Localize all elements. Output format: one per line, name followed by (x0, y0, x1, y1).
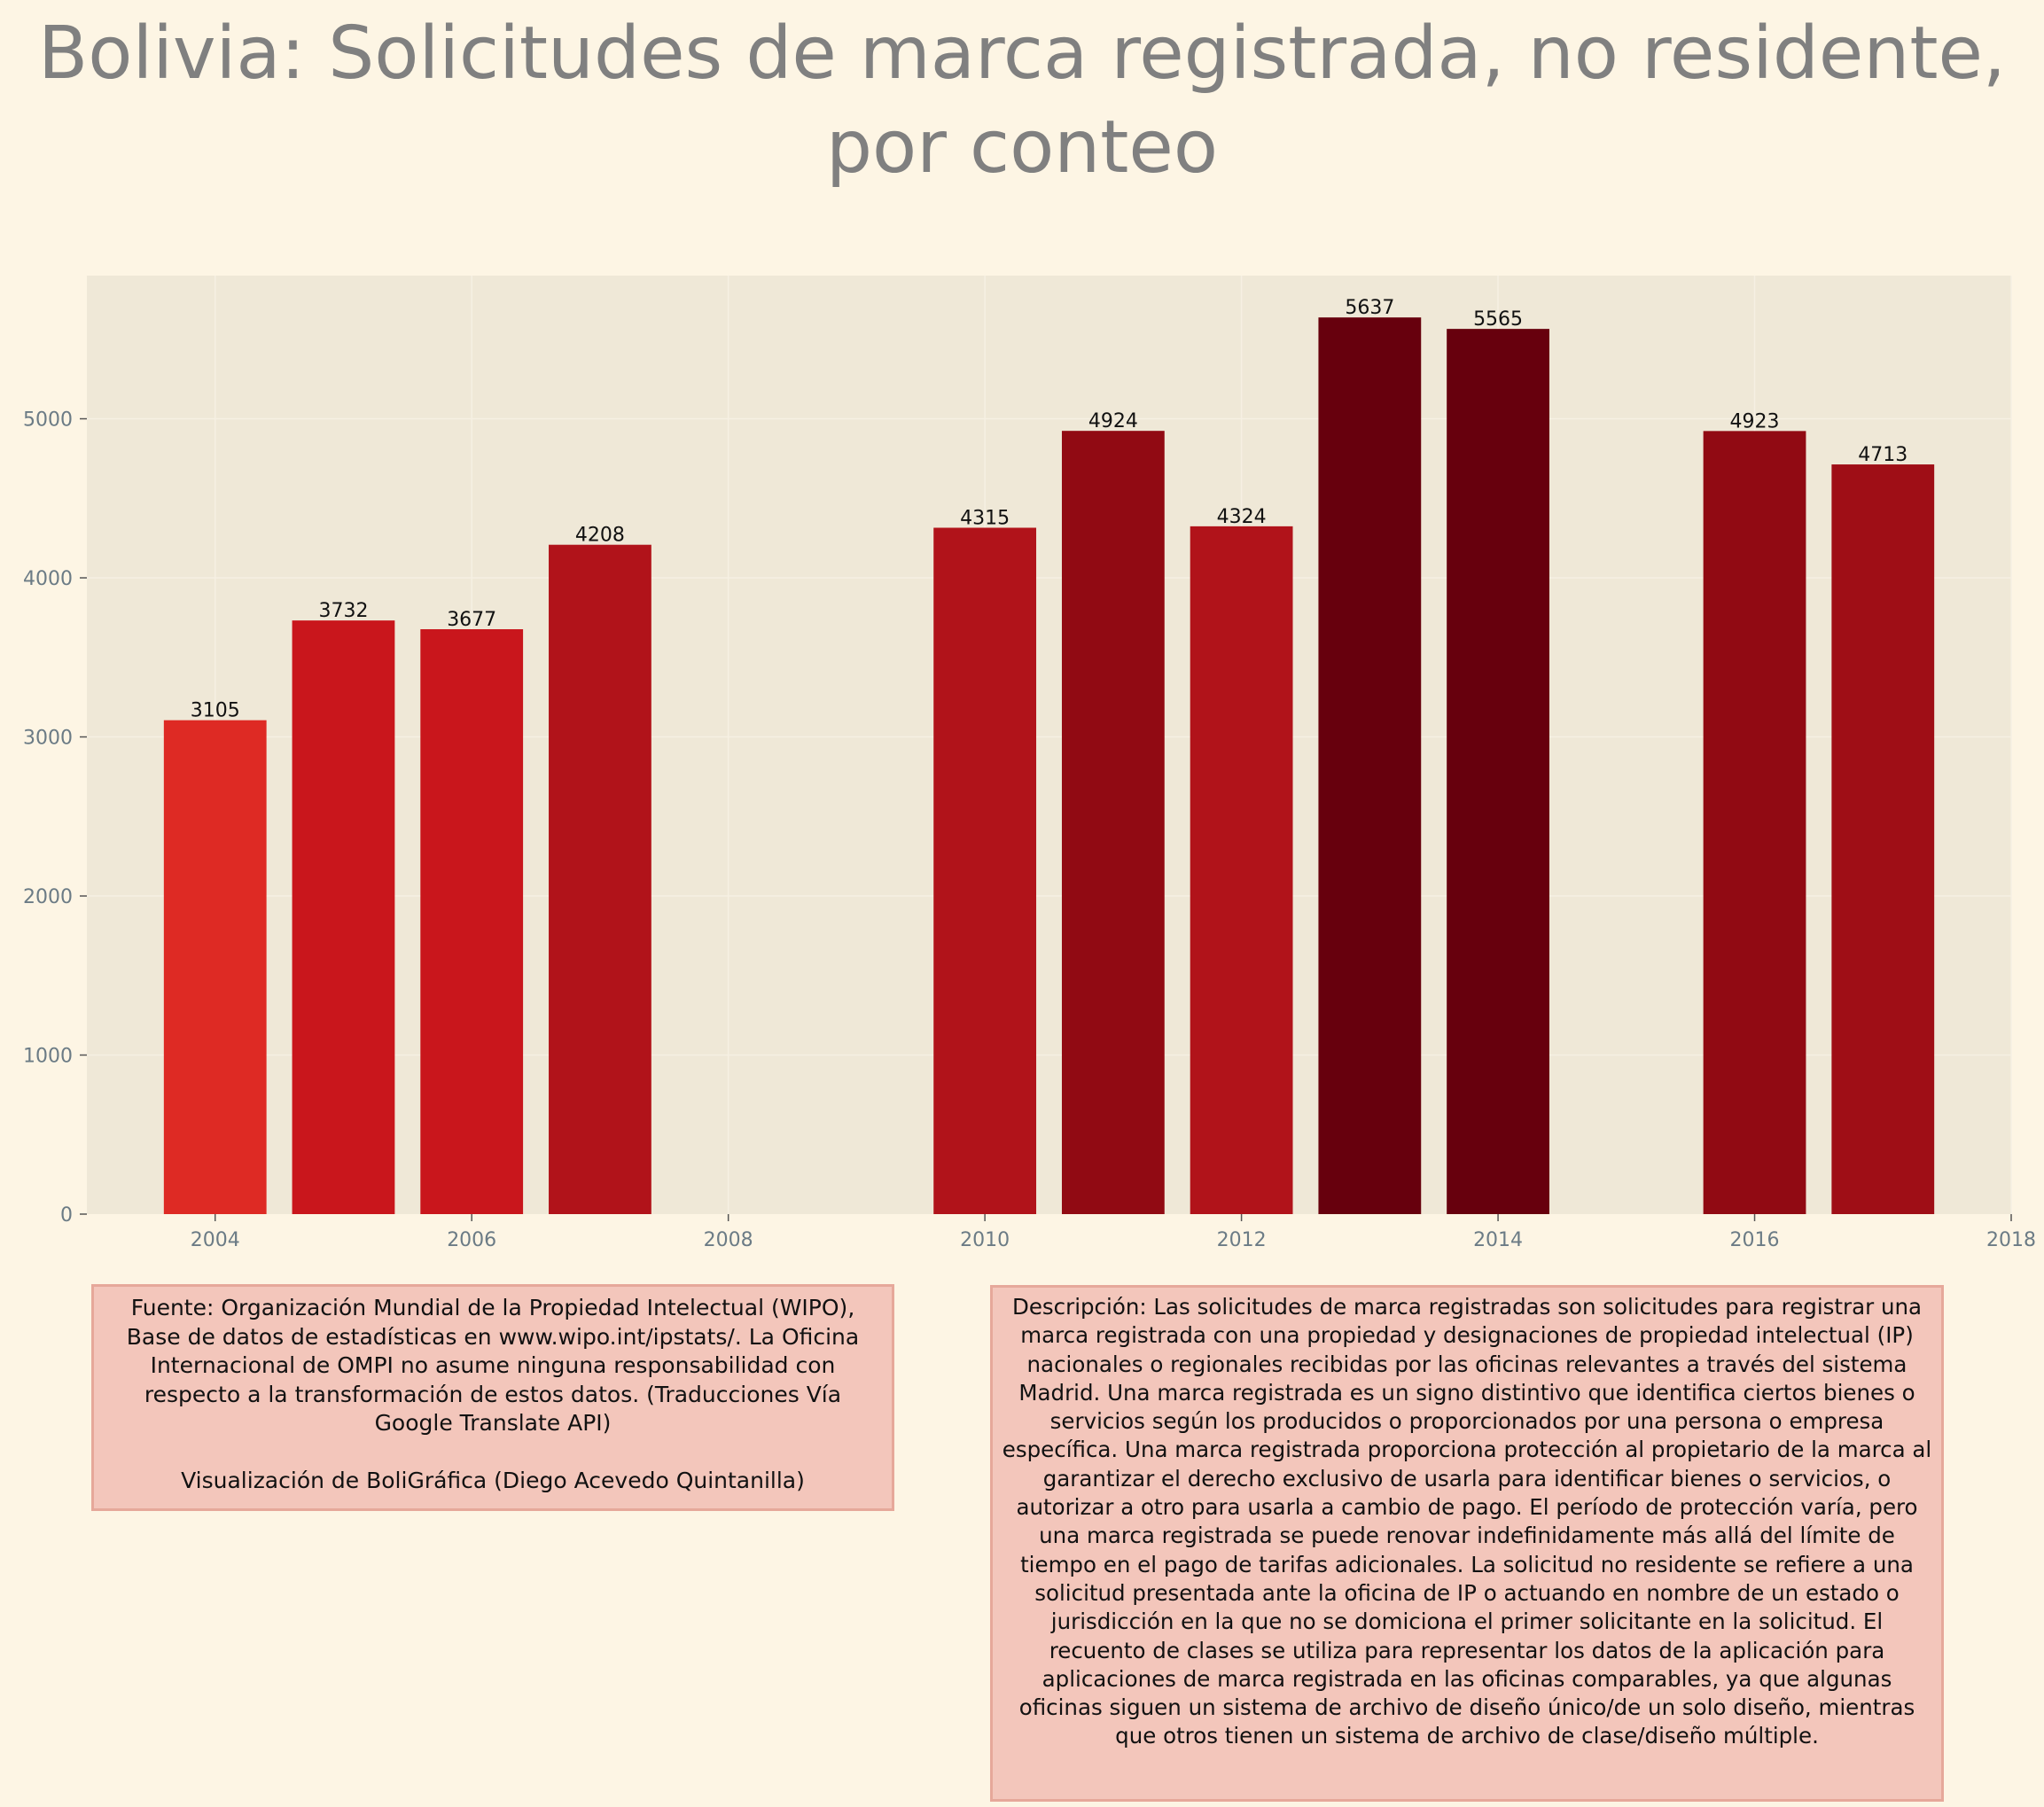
data-label: 4324 (1217, 506, 1267, 528)
description-text: Descripción: Las solicitudes de marca re… (1002, 1294, 1932, 1749)
y-tick-label: 2000 (23, 886, 73, 908)
y-tick-label: 4000 (23, 568, 73, 590)
x-tick-label: 2012 (1217, 1229, 1267, 1251)
bar (1703, 431, 1806, 1214)
bar (420, 629, 524, 1214)
description-note: Descripción: Las solicitudes de marca re… (990, 1285, 1944, 1802)
y-tick-label: 3000 (23, 728, 73, 750)
source-credit: Visualización de BoliGráfica (Diego Acev… (181, 1467, 805, 1493)
plot-area (87, 276, 2011, 1214)
bar (1061, 431, 1165, 1214)
x-tick-label: 2006 (447, 1229, 496, 1251)
y-tick-label: 1000 (23, 1046, 73, 1068)
x-tick-label: 2004 (191, 1229, 240, 1251)
bar (1190, 526, 1293, 1214)
x-tick-label: 2014 (1473, 1229, 1523, 1251)
x-tick-label: 2008 (704, 1229, 753, 1251)
data-label: 5565 (1473, 308, 1523, 331)
bar (549, 544, 651, 1214)
data-labels: 3105 3732 3677 4208 4315 4924 4324 5637 5565 4923… (191, 297, 1908, 721)
data-label: 3105 (191, 700, 240, 722)
data-label: 5637 (1345, 297, 1394, 319)
data-label: 4208 (575, 525, 625, 547)
bar-chart: 3105 3732 3677 4208 4315 4924 4324 5637 5565 4923… (23, 276, 2036, 1251)
bars (163, 317, 1935, 1215)
data-label: 4924 (1088, 410, 1138, 432)
bar (933, 527, 1037, 1214)
y-axis: 0 1000 2000 3000 4000 5000 (23, 409, 87, 1227)
source-note: Fuente: Organización Mundial de la Propi… (91, 1284, 894, 1511)
bar (1831, 464, 1935, 1214)
data-label: 4923 (1730, 410, 1780, 432)
bar (1318, 317, 1422, 1214)
chart-title: Bolivia: Solicitudes de marca registrada… (38, 12, 2006, 190)
bar (1447, 329, 1549, 1215)
x-axis: 2004 2006 2008 2010 2012 2014 2016 2018 (191, 1214, 2036, 1251)
x-tick-label: 2016 (1730, 1229, 1780, 1251)
y-tick-label: 5000 (23, 409, 73, 432)
data-label: 3732 (318, 600, 368, 622)
x-tick-label: 2010 (960, 1229, 1010, 1251)
x-tick-label: 2018 (1986, 1229, 2036, 1251)
y-tick-label: 0 (60, 1204, 73, 1227)
source-text: Fuente: Organización Mundial de la Propi… (126, 1295, 860, 1436)
data-label: 4315 (960, 507, 1010, 529)
data-label: 3677 (447, 609, 496, 631)
bar (292, 620, 395, 1214)
data-label: 4713 (1858, 444, 1907, 466)
bar (163, 720, 267, 1214)
